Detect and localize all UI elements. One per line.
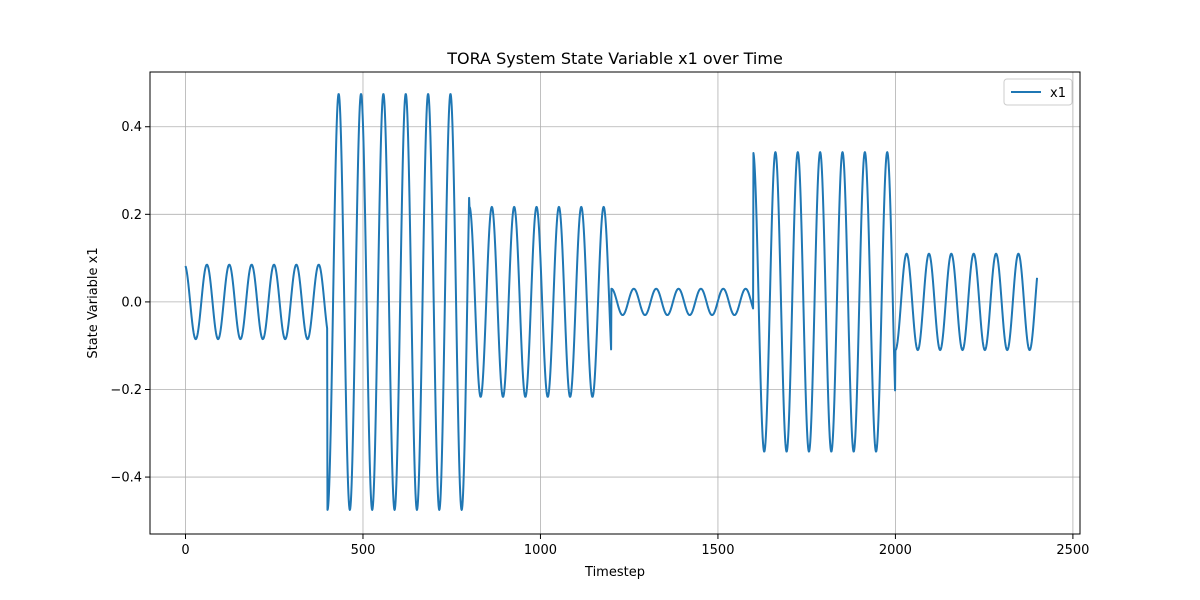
y-axis-title: State Variable x1 (86, 247, 101, 358)
y-tick-label: 0.0 (121, 295, 142, 310)
y-tick-label: −0.4 (110, 471, 142, 486)
legend: x1 (1003, 78, 1073, 106)
plot-frame (149, 71, 1081, 535)
x-tick-label: 500 (351, 543, 376, 558)
x-tick-label: 0 (181, 543, 189, 558)
series-line-x1 (184, 93, 1039, 511)
legend-label-x1: x1 (1050, 86, 1066, 101)
y-tick-label: −0.2 (110, 383, 142, 398)
x-axis-ticks: 0 500 1000 1500 2000 2500 (181, 534, 1089, 558)
series-layer (184, 93, 1039, 511)
x-tick-label: 1000 (524, 543, 557, 558)
x-axis-title: Timestep (584, 565, 645, 580)
x-tick-label: 2500 (1056, 543, 1089, 558)
y-axis-ticks: −0.4 −0.2 0.0 0.2 0.4 (110, 120, 150, 486)
grid-lines (150, 72, 1080, 534)
y-tick-label: 0.4 (121, 120, 142, 135)
x-tick-label: 1500 (701, 543, 734, 558)
y-tick-label: 0.2 (121, 208, 142, 223)
chart-title: TORA System State Variable x1 over Time (446, 49, 783, 68)
x-tick-label: 2000 (879, 543, 912, 558)
